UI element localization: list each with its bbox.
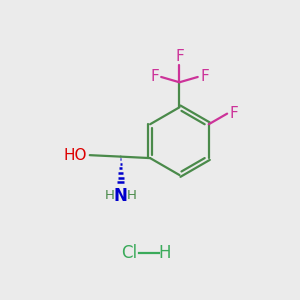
Text: N: N [114, 187, 128, 205]
Text: Cl: Cl [121, 244, 137, 262]
Text: H: H [127, 189, 137, 202]
Text: F: F [230, 106, 238, 121]
Text: HO: HO [64, 148, 87, 163]
Text: F: F [175, 49, 184, 64]
Text: F: F [150, 70, 159, 85]
Text: H: H [104, 189, 114, 202]
Text: F: F [200, 70, 209, 85]
Text: H: H [158, 244, 171, 262]
